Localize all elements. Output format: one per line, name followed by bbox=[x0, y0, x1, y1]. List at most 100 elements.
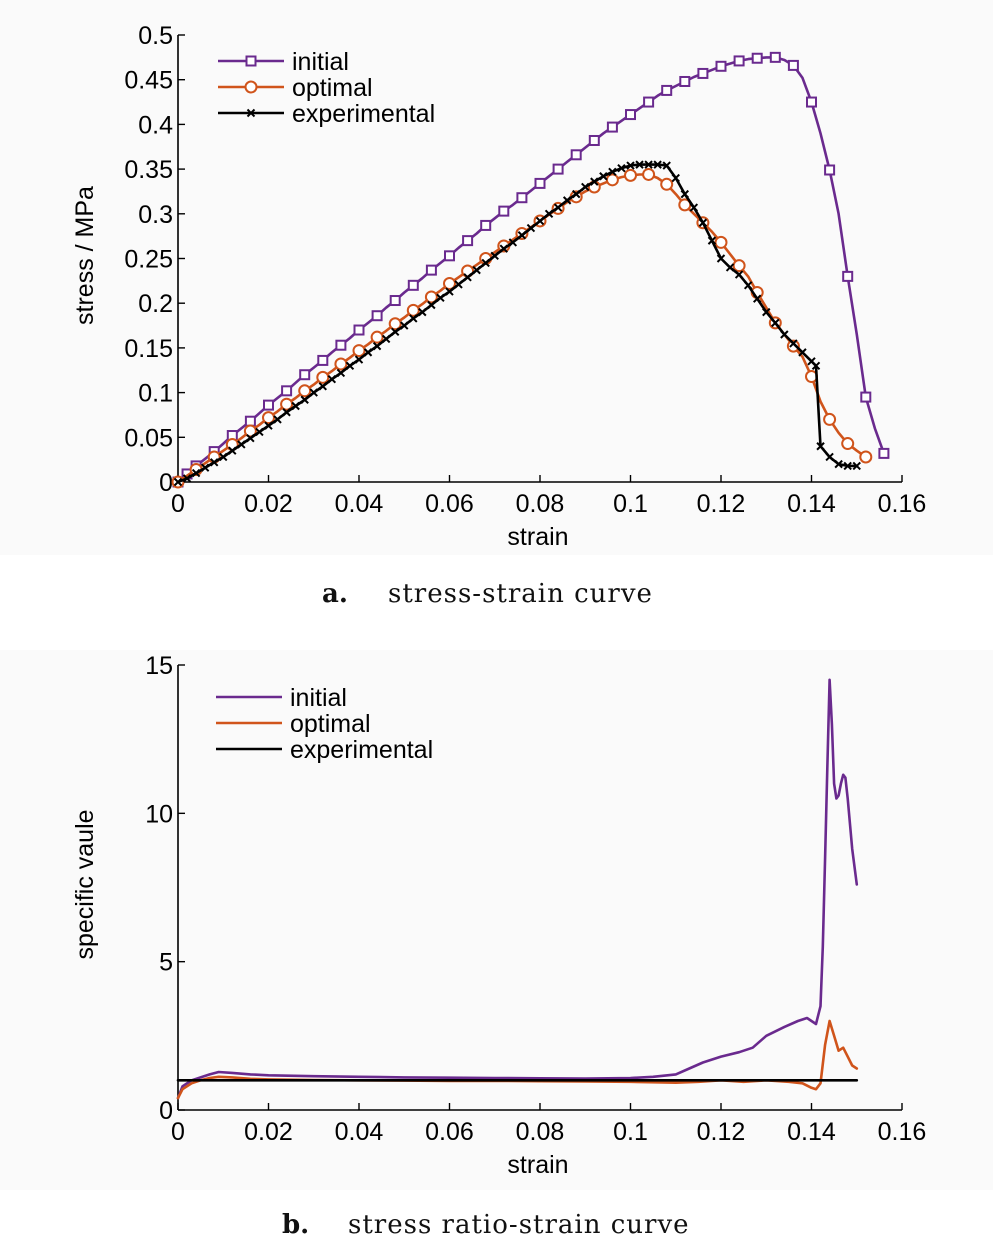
stress-strain-chart: 0 0.02 0.04 0.06 0.08 0.1 0.12 0.14 0.16 0 0.05 0.1… bbox=[71, 22, 926, 551]
stress-strain-optimal-point bbox=[388, 317, 402, 331]
stress-strain-initial-point bbox=[715, 60, 727, 72]
stress-strain-x-tick-label: 0.14 bbox=[787, 490, 836, 518]
stress-strain-experimental-point bbox=[653, 160, 662, 169]
stress-strain-experimental-point bbox=[345, 361, 355, 370]
stress-strain-experimental-point bbox=[816, 442, 825, 451]
stress-strain-optimal-point bbox=[406, 303, 420, 317]
stress-strain-optimal-point bbox=[243, 424, 257, 438]
caption-a-text: stress-strain curve bbox=[388, 579, 653, 609]
stress-strain-experimental-point bbox=[200, 463, 210, 472]
stress-strain-legend-marker-initial bbox=[245, 55, 257, 67]
stress-strain-optimal-point bbox=[732, 259, 746, 273]
caption-a-letter: a. bbox=[322, 579, 348, 609]
stress-strain-experimental-point bbox=[811, 361, 821, 370]
stress-strain-initial-point bbox=[842, 270, 854, 282]
stress-ratio-strain-y-axis-label: specific vaule bbox=[71, 809, 99, 959]
stress-strain-optimal-point bbox=[841, 437, 855, 451]
stress-strain-optimal-point bbox=[443, 277, 456, 291]
stress-strain-experimental-point bbox=[562, 196, 572, 205]
stress-strain-x-tick-label: 0.04 bbox=[335, 490, 384, 518]
stress-strain-initial-point bbox=[263, 399, 274, 411]
stress-strain-experimental-point bbox=[725, 263, 735, 272]
stress-strain-initial-point bbox=[498, 205, 510, 217]
stress-ratio-strain-y-tick-label: 10 bbox=[145, 800, 173, 828]
stress-strain-experimental-point bbox=[590, 177, 599, 186]
stress-ratio-strain-x-tick-label: 0.14 bbox=[787, 1118, 836, 1146]
stress-strain-experimental-point bbox=[354, 355, 364, 364]
stress-strain-legend-label-optimal: optimal bbox=[292, 74, 373, 102]
stress-ratio-strain-y-tick-label: 15 bbox=[145, 652, 173, 680]
stress-strain-experimental-point bbox=[698, 218, 708, 227]
panel-b-background bbox=[0, 650, 993, 1190]
stress-strain-initial-point bbox=[281, 385, 293, 397]
stress-ratio-strain-x-tick-label: 0.12 bbox=[697, 1118, 746, 1146]
stress-strain-x-tick-label: 0.12 bbox=[697, 490, 746, 518]
stress-ratio-strain-series-optimal-line bbox=[176, 1019, 859, 1100]
stress-strain-optimal-point bbox=[605, 173, 619, 187]
stress-strain-experimental-point bbox=[472, 265, 481, 275]
stress-strain-experimental-point bbox=[255, 427, 264, 437]
stress-strain-y-tick-label: 0.3 bbox=[138, 201, 173, 229]
stress-strain-experimental-point bbox=[209, 458, 219, 467]
stress-strain-experimental-point bbox=[771, 318, 780, 328]
stress-strain-initial-point bbox=[552, 163, 564, 175]
stress-strain-y-tick-label: 0.4 bbox=[138, 111, 173, 139]
stress-strain-x-tick-label: 0.02 bbox=[244, 490, 293, 518]
stress-strain-y-axis-label: stress / MPa bbox=[71, 186, 99, 325]
stress-ratio-strain-x-tick-label: 0.06 bbox=[425, 1118, 474, 1146]
stress-strain-initial-point bbox=[878, 447, 890, 459]
stress-strain-experimental-point bbox=[336, 368, 346, 378]
stress-strain-y-tick-label: 0.25 bbox=[124, 246, 173, 274]
stress-strain-initial-point bbox=[317, 354, 329, 366]
stress-strain-optimal-point bbox=[280, 397, 294, 411]
stress-ratio-strain-x-axis-label: strain bbox=[507, 1151, 568, 1179]
stress-strain-experimental-point bbox=[454, 280, 463, 289]
stress-strain-experimental-point bbox=[291, 401, 300, 411]
stress-strain-experimental-point bbox=[327, 374, 337, 384]
stress-ratio-strain-y-tick-label: 0 bbox=[159, 1097, 173, 1125]
stress-strain-experimental-point bbox=[508, 238, 518, 247]
stress-strain-experimental-point bbox=[490, 251, 499, 261]
stress-strain-experimental-point bbox=[282, 408, 291, 417]
stress-strain-optimal-point bbox=[660, 177, 674, 191]
stress-strain-initial-point bbox=[787, 59, 799, 71]
stress-strain-experimental-point bbox=[581, 182, 590, 192]
stress-strain-experimental-point bbox=[762, 307, 771, 317]
stress-strain-optimal-point bbox=[786, 339, 800, 353]
stress-ratio-strain-legend-label-experimental: experimental bbox=[290, 736, 433, 764]
stress-strain-experimental-point bbox=[246, 433, 255, 443]
stress-strain-experimental-point bbox=[517, 231, 527, 240]
stress-ratio-strain-x-tick-label: 0.16 bbox=[878, 1118, 927, 1146]
stress-ratio-strain-x-tick-label: 0 bbox=[171, 1118, 185, 1146]
stress-strain-initial-point bbox=[751, 52, 763, 64]
stress-strain-experimental-point bbox=[427, 300, 436, 310]
stress-strain-y-tick-label: 0.45 bbox=[124, 67, 173, 95]
stress-strain-initial-point bbox=[444, 250, 455, 262]
stress-strain-x-tick-label: 0.08 bbox=[516, 490, 565, 518]
stress-ratio-strain-legend-label-initial: initial bbox=[290, 684, 347, 712]
stress-strain-experimental-point bbox=[843, 461, 852, 471]
stress-strain-initial-point bbox=[769, 51, 781, 63]
stress-strain-initial-point bbox=[733, 55, 745, 67]
stress-strain-initial-point bbox=[244, 415, 256, 427]
stress-strain-initial-point bbox=[806, 96, 817, 108]
stress-ratio-strain-x-tick-label: 0.02 bbox=[244, 1118, 293, 1146]
stress-strain-initial-point bbox=[371, 310, 383, 322]
stress-strain-experimental-point bbox=[834, 459, 843, 469]
stress-strain-experimental-point bbox=[734, 270, 744, 279]
stress-strain-experimental-point bbox=[798, 348, 807, 357]
caption-b-text: stress ratio-strain curve bbox=[348, 1210, 690, 1240]
stress-ratio-strain-y-tick-label: 5 bbox=[159, 949, 173, 977]
stress-strain-initial-point bbox=[480, 219, 492, 231]
stress-strain-experimental-point bbox=[445, 287, 454, 296]
stress-strain-experimental-point bbox=[182, 474, 192, 483]
stress-strain-experimental-point bbox=[680, 189, 690, 199]
stress-strain-experimental-point bbox=[789, 339, 798, 348]
stress-strain-y-tick-label: 0.05 bbox=[124, 424, 173, 452]
stress-strain-experimental-point bbox=[617, 163, 626, 173]
stress-strain-experimental-point bbox=[671, 173, 680, 183]
stress-strain-experimental-point bbox=[318, 382, 328, 391]
stress-ratio-strain-x-tick-label: 0.1 bbox=[613, 1118, 648, 1146]
stress-strain-experimental-point bbox=[264, 421, 273, 430]
stress-strain-experimental-point bbox=[273, 415, 282, 424]
